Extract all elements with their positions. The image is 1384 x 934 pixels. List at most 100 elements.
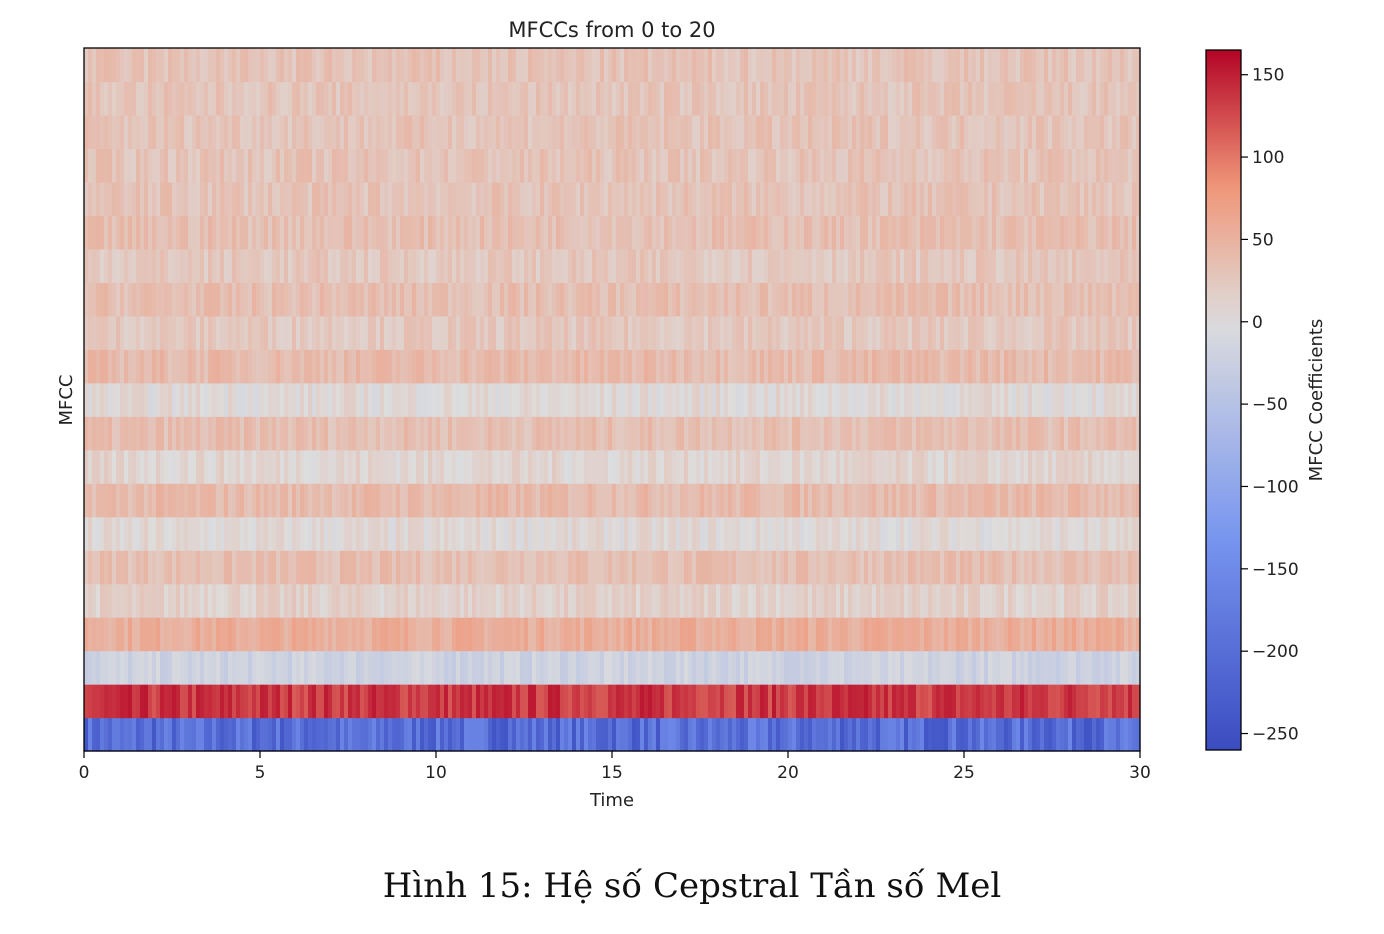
heatmap-cell [452,315,457,350]
heatmap-cell [976,282,981,317]
heatmap-cell [936,215,941,250]
heatmap-cell [180,382,185,417]
heatmap-cell [1032,583,1037,618]
heatmap-cell [300,650,305,685]
heatmap-cell [644,416,649,451]
heatmap-cell [544,382,549,417]
heatmap-cell [396,349,401,384]
heatmap-cell [960,684,965,719]
heatmap-cell [408,550,413,585]
heatmap-cell [292,181,297,216]
heatmap-cell [456,148,461,183]
heatmap-cell [620,684,625,719]
heatmap-cell [1032,617,1037,652]
heatmap-cell [1100,148,1105,183]
heatmap-cell [152,114,157,150]
heatmap-cell [1064,650,1069,685]
heatmap-cell [948,717,953,752]
heatmap-cell [1088,650,1093,685]
heatmap-cell [424,181,429,216]
heatmap-cell [856,516,861,551]
heatmap-cell [708,148,713,183]
heatmap-cell [976,349,981,384]
heatmap-cell [280,650,285,685]
heatmap-cell [972,215,977,250]
heatmap-cell [568,449,573,484]
heatmap-cell [180,550,185,585]
heatmap-cell [276,349,281,384]
heatmap-cell [840,315,845,350]
heatmap-cell [740,114,745,150]
heatmap-cell [1124,315,1129,350]
heatmap-cell [224,382,229,417]
heatmap-cell [928,684,933,719]
heatmap-cell [660,282,665,317]
heatmap-cell [824,483,829,518]
heatmap-cell [1048,684,1053,719]
heatmap-cell [932,717,937,752]
heatmap-cell [416,684,421,719]
heatmap-cell [240,583,245,618]
heatmap-cell [1100,282,1105,317]
heatmap-cell [444,382,449,417]
heatmap-cell [1084,650,1089,685]
heatmap-cell [924,248,929,283]
heatmap-cell [968,583,973,618]
heatmap-cell [656,416,661,451]
heatmap-cell [664,516,669,551]
heatmap-cell [112,516,117,551]
heatmap-cell [520,349,525,384]
heatmap-cell [552,248,557,283]
heatmap-cell [328,248,333,283]
heatmap-cell [244,148,249,183]
heatmap-cell [208,215,213,250]
heatmap-cell [696,449,701,484]
heatmap-cell [440,550,445,585]
heatmap-cell [856,650,861,685]
heatmap-cell [188,382,193,417]
heatmap-cell [468,215,473,250]
heatmap-cell [364,583,369,618]
heatmap-cell [108,382,113,417]
heatmap-cell [428,449,433,484]
heatmap-cell [384,684,389,719]
heatmap-cell [624,282,629,317]
heatmap-cell [1032,684,1037,719]
heatmap-cell [308,181,313,216]
heatmap-cell [600,617,605,652]
heatmap-cell [196,181,201,216]
heatmap-cell [736,717,741,752]
heatmap-cell [1092,617,1097,652]
heatmap-cell [420,416,425,451]
heatmap-cell [748,583,753,618]
heatmap-cell [484,282,489,317]
heatmap-cell [268,550,273,585]
heatmap-cell [972,516,977,551]
heatmap-cell [908,483,913,518]
heatmap-cell [588,483,593,518]
heatmap-cell [824,248,829,283]
heatmap-cell [88,282,93,317]
heatmap-cell [704,449,709,484]
heatmap-cell [220,449,225,484]
heatmap-cell [252,483,257,518]
heatmap-cell [336,483,341,518]
heatmap-cell [1116,550,1121,585]
heatmap-cell [416,717,421,752]
heatmap-cell [372,516,377,551]
heatmap-cell [440,617,445,652]
heatmap-cell [332,416,337,451]
heatmap-cell [1028,282,1033,317]
heatmap-cell [156,315,161,350]
heatmap-cell [536,483,541,518]
heatmap-cell [836,416,841,451]
heatmap-cell [316,483,321,518]
heatmap-cell [960,181,965,216]
heatmap-cell [280,315,285,350]
heatmap-cell [612,583,617,618]
heatmap-cell [268,349,273,384]
heatmap-cell [652,315,657,350]
heatmap-cell [300,416,305,451]
heatmap-cell [92,248,97,283]
heatmap-cell [796,717,801,752]
